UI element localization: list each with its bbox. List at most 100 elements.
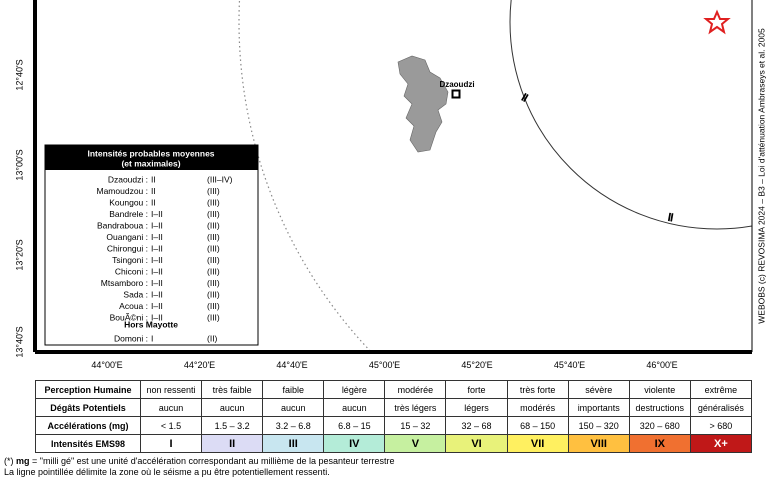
city-name: Tsingoni : <box>112 255 148 265</box>
city-name: Koungou : <box>109 197 148 207</box>
city-max: (III) <box>207 209 220 219</box>
city-name: Ouangani : <box>106 232 148 242</box>
lat-label: 13°00'S <box>14 149 24 180</box>
city-name: Chiconi : <box>115 266 148 276</box>
city-intensity: II <box>151 186 156 196</box>
lat-label: 13°40'S <box>14 326 24 357</box>
table-row: Dégâts Potentiels aucun aucun aucun aucun trè… <box>35 398 753 417</box>
table-cell: > 680 <box>689 416 753 435</box>
table-cell: très faible <box>201 380 264 399</box>
city-intensity: I–II <box>151 301 163 311</box>
scale-table: Perception Humaine non ressenti très faibl… <box>35 380 753 453</box>
city-max: (III) <box>207 255 220 265</box>
city-intensity: I–II <box>151 312 163 322</box>
city-name: Bandraboua : <box>97 220 148 230</box>
table-row: Perception Humaine non ressenti très faibl… <box>35 380 753 399</box>
table-row: Intensités EMS98 I II III IV V VI VII VIII IX X+ <box>35 434 753 453</box>
text: = "milli gé" est une unité d'accélératio… <box>29 456 395 466</box>
table-cell: X+ <box>689 434 753 453</box>
table-cell: 15 – 32 <box>384 416 447 435</box>
city-name: Acoua : <box>119 301 148 311</box>
legend-box <box>44 144 259 346</box>
row-header: Perception Humaine <box>35 380 141 399</box>
table-cell: aucun <box>201 398 264 417</box>
table-cell: 150 – 320 <box>567 416 630 435</box>
text: (*) <box>4 456 16 466</box>
city-max: (III) <box>207 266 220 276</box>
city-intensity: I–II <box>151 243 163 253</box>
city-intensity: II <box>151 197 156 207</box>
table-cell: VII <box>506 434 569 453</box>
lon-label: 44°40'E <box>276 360 307 370</box>
row-header: Dégâts Potentiels <box>35 398 141 417</box>
lat-label: 12°40'S <box>14 59 24 90</box>
table-cell: aucun <box>262 398 325 417</box>
intensity-contour <box>509 0 752 230</box>
city-intensity: I–II <box>151 209 163 219</box>
legend-title: (et maximales) <box>121 158 180 168</box>
table-cell: aucun <box>139 398 203 417</box>
table-cell: 68 – 150 <box>506 416 569 435</box>
table-cell: aucun <box>323 398 386 417</box>
city-intensity: I–II <box>151 232 163 242</box>
table-cell: extrême <box>689 380 753 399</box>
table-cell: IV <box>323 434 386 453</box>
station-marker <box>451 89 461 99</box>
footnote-line: (*) mg = "milli gé" est une unité d'accé… <box>4 456 395 467</box>
table-cell: III <box>262 434 325 453</box>
city-intensity: I <box>151 333 153 343</box>
city-name: Mtsamboro : <box>101 278 148 288</box>
city-name: Sada : <box>123 289 148 299</box>
lon-label: 44°20'E <box>184 360 215 370</box>
felt-limit <box>238 0 373 352</box>
city-intensity: I–II <box>151 220 163 230</box>
epicenter <box>703 9 731 35</box>
table-cell: généralisés <box>689 398 753 417</box>
table-cell: violente <box>628 380 691 399</box>
city-intensity: II <box>151 174 156 184</box>
city-max: (III) <box>207 278 220 288</box>
lat-label: 13°20'S <box>14 239 24 270</box>
city-max: (III–IV) <box>207 174 233 184</box>
row-header: Accélérations (mg) <box>35 416 141 435</box>
table-cell: modérée <box>384 380 447 399</box>
row-header: Intensités EMS98 <box>35 434 141 453</box>
city-name: Domoni : <box>114 333 148 343</box>
table-cell: destructions <box>628 398 691 417</box>
table-row: Accélérations (mg) < 1.5 1.5 – 3.2 3.2 – 6.… <box>35 416 753 435</box>
city-intensity: I–II <box>151 266 163 276</box>
city-max: (II) <box>207 333 218 343</box>
city-max: (III) <box>207 220 220 230</box>
city-max: (III) <box>207 301 220 311</box>
table-cell: 1.5 – 3.2 <box>201 416 264 435</box>
text: mg <box>16 456 30 466</box>
table-cell: très forte <box>506 380 569 399</box>
table-cell: V <box>384 434 447 453</box>
table-cell: 6.8 – 15 <box>323 416 386 435</box>
city-intensity: I–II <box>151 289 163 299</box>
lon-label: 45°00'E <box>369 360 400 370</box>
table-cell: IX <box>628 434 691 453</box>
lon-label: 44°00'E <box>91 360 122 370</box>
table-cell: 320 – 680 <box>628 416 691 435</box>
city-max: (III) <box>207 312 220 322</box>
city-max: (III) <box>207 197 220 207</box>
table-cell: légère <box>323 380 386 399</box>
table-cell: faible <box>262 380 325 399</box>
table-cell: importants <box>567 398 630 417</box>
city-name: Bandrele : <box>109 209 148 219</box>
lon-label: 45°40'E <box>554 360 585 370</box>
legend-header <box>45 145 258 170</box>
legend-section: Hors Mayotte <box>124 319 178 329</box>
table-cell: sévère <box>567 380 630 399</box>
footnote: (*) mg = "milli gé" est une unité d'accé… <box>4 456 395 478</box>
city-name: Chirongui : <box>107 243 148 253</box>
table-cell: VIII <box>567 434 630 453</box>
table-cell: forte <box>445 380 508 399</box>
table-cell: non ressenti <box>139 380 203 399</box>
table-cell: II <box>201 434 264 453</box>
table-cell: VI <box>445 434 508 453</box>
table-cell: I <box>139 434 203 453</box>
city-max: (III) <box>207 232 220 242</box>
city-max: (III) <box>207 289 220 299</box>
